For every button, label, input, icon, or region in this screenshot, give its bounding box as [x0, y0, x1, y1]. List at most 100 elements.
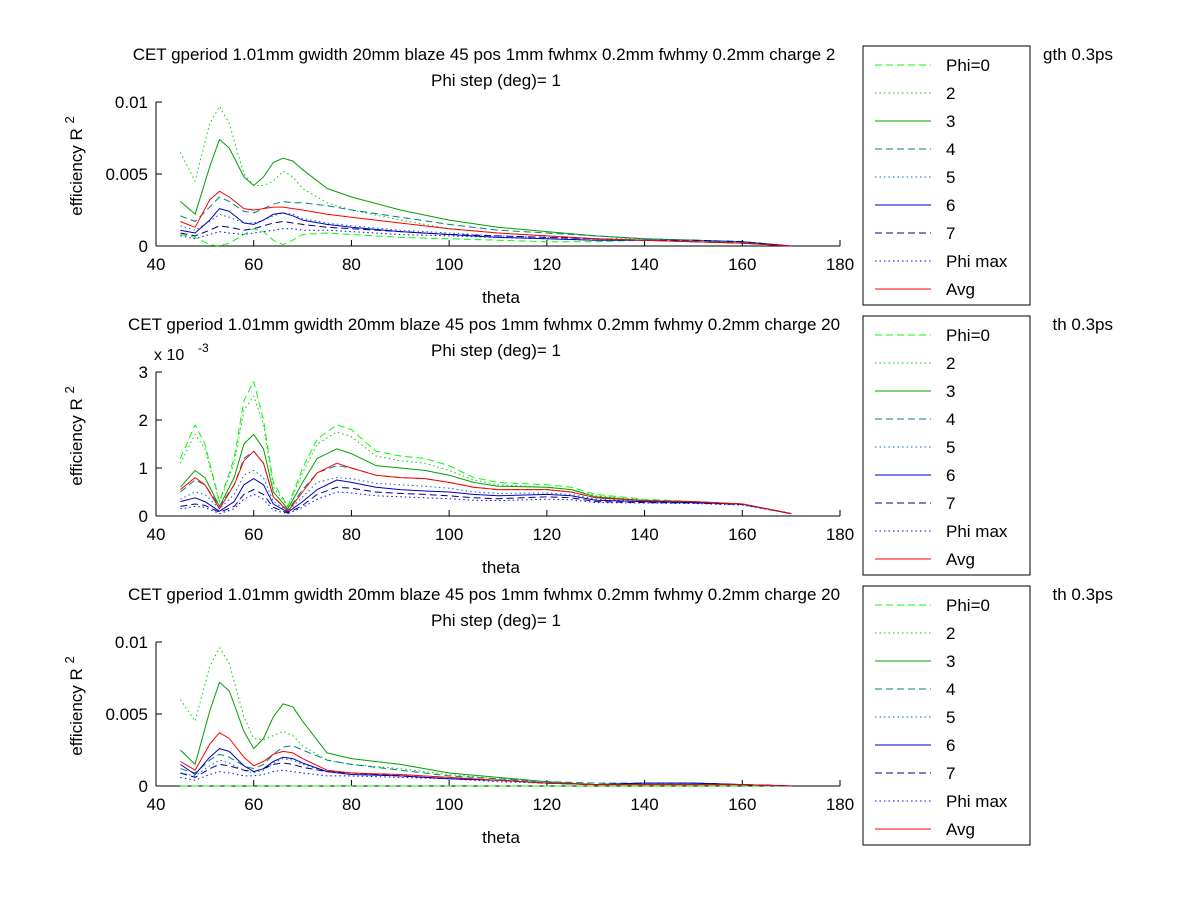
x-tick-label: 120: [533, 255, 561, 274]
legend-label: Phi max: [946, 792, 1008, 811]
legend-label: Phi max: [946, 252, 1008, 271]
x-tick-label: 180: [826, 795, 854, 814]
legend-label: Avg: [946, 550, 975, 569]
subplot-1: CET gperiod 1.01mm gwidth 20mm blaze 45 …: [62, 45, 1113, 307]
legend-label: 6: [946, 736, 955, 755]
x-tick-label: 100: [435, 525, 463, 544]
chart-title-end: gth 0.3ps: [1043, 45, 1113, 64]
chart-title-end: th 0.3ps: [1053, 315, 1114, 334]
legend-label: 5: [946, 708, 955, 727]
legend-label: 3: [946, 382, 955, 401]
y-axis-label-power: 2: [62, 656, 77, 663]
legend-label: Phi=0: [946, 596, 990, 615]
x-axis-label: theta: [482, 828, 520, 847]
series-line-avg: [180, 450, 792, 515]
legend: Phi=0 2 3 4 5 6 7 Phi max Avg: [862, 585, 1031, 846]
legend-box: [862, 45, 1031, 306]
legend-label: 7: [946, 224, 955, 243]
legend-label: 4: [946, 410, 955, 429]
legend-label: Phi=0: [946, 326, 990, 345]
x-tick-label: 140: [630, 525, 658, 544]
legend-label: 2: [946, 624, 955, 643]
x-tick-label: 40: [147, 795, 166, 814]
series-line-4: [180, 196, 792, 247]
y-tick-label: 0.01: [115, 633, 148, 652]
legend-box: [862, 315, 1031, 576]
y-axis-label: efficiency R 2: [62, 386, 86, 486]
series-line-phi-0: [180, 228, 792, 247]
legend-label: 2: [946, 84, 955, 103]
x-tick-label: 60: [244, 525, 263, 544]
x-tick-label: 60: [244, 255, 263, 274]
legend-label: 6: [946, 196, 955, 215]
y-tick-label: 2: [139, 411, 148, 430]
series-line-7: [180, 486, 792, 515]
y-tick-label: 0.005: [105, 165, 148, 184]
series-line-2: [179, 395, 792, 515]
series-line-avg: [180, 732, 792, 787]
series-line-5: [180, 469, 792, 515]
legend-label: 4: [946, 140, 955, 159]
series-line-6: [180, 478, 792, 515]
x-tick-label: 80: [342, 795, 361, 814]
legend-label: 5: [946, 168, 955, 187]
subplot-2: CET gperiod 1.01mm gwidth 20mm blaze 45 …: [62, 315, 1113, 577]
x-axis-label: theta: [482, 288, 520, 307]
y-axis-label-text: efficiency R: [67, 663, 86, 755]
y-axis-label-text: efficiency R: [67, 393, 86, 485]
y-tick-label: 3: [139, 363, 148, 382]
x-tick-label: 100: [435, 795, 463, 814]
x-tick-label: 80: [342, 255, 361, 274]
y-tick-label: 1: [139, 459, 148, 478]
y-axis-label: efficiency R 2: [62, 116, 86, 216]
legend-label: 3: [946, 112, 955, 131]
legend-label: 3: [946, 652, 955, 671]
y-axis-label-power: 2: [62, 386, 77, 393]
legend-label: 2: [946, 354, 955, 373]
legend: Phi=0 2 3 4 5 6 7 Phi max Avg: [862, 45, 1031, 306]
legend-label: 4: [946, 680, 955, 699]
series-line-phi-0: [179, 381, 792, 515]
x-tick-label: 140: [630, 795, 658, 814]
x-axis-label: theta: [482, 558, 520, 577]
x-tick-label: 160: [728, 255, 756, 274]
subplot-3: CET gperiod 1.01mm gwidth 20mm blaze 45 …: [62, 585, 1113, 847]
y-axis-label: efficiency R 2: [62, 656, 86, 756]
x-tick-label: 160: [728, 525, 756, 544]
y-axis-label-power: 2: [62, 116, 77, 123]
x-tick-label: 140: [630, 255, 658, 274]
legend-box: [862, 585, 1031, 846]
x-tick-label: 180: [826, 255, 854, 274]
x-tick-label: 120: [533, 795, 561, 814]
y-tick-label: 0: [139, 237, 148, 256]
series-line-7: [180, 221, 792, 247]
legend-label: Phi max: [946, 522, 1008, 541]
legend-label: Avg: [946, 280, 975, 299]
subplots: CET gperiod 1.01mm gwidth 20mm blaze 45 …: [62, 45, 1113, 847]
legend: Phi=0 2 3 4 5 6 7 Phi max Avg: [862, 315, 1031, 576]
chart-title: CET gperiod 1.01mm gwidth 20mm blaze 45 …: [128, 585, 840, 604]
x-tick-label: 40: [147, 525, 166, 544]
chart-subtitle: Phi step (deg)= 1: [431, 71, 561, 90]
legend-label: 7: [946, 494, 955, 513]
series-line-phi-max: [180, 491, 792, 515]
y-exponent-label: x 10: [154, 347, 184, 364]
chart-subtitle: Phi step (deg)= 1: [431, 611, 561, 630]
x-tick-label: 160: [728, 795, 756, 814]
x-tick-label: 120: [533, 525, 561, 544]
legend-label: 5: [946, 438, 955, 457]
chart-title: CET gperiod 1.01mm gwidth 20mm blaze 45 …: [133, 45, 836, 64]
series-line-3: [180, 433, 792, 515]
y-tick-label: 0: [139, 507, 148, 526]
chart-subtitle: Phi step (deg)= 1: [431, 341, 561, 360]
legend-label: Phi=0: [946, 56, 990, 75]
chart-title-end: th 0.3ps: [1053, 585, 1114, 604]
x-tick-label: 80: [342, 525, 361, 544]
x-tick-label: 40: [147, 255, 166, 274]
x-tick-label: 100: [435, 255, 463, 274]
y-tick-label: 0.01: [115, 93, 148, 112]
series-line-4: [180, 745, 792, 787]
series-line-avg: [180, 190, 792, 247]
legend-label: 6: [946, 466, 955, 485]
